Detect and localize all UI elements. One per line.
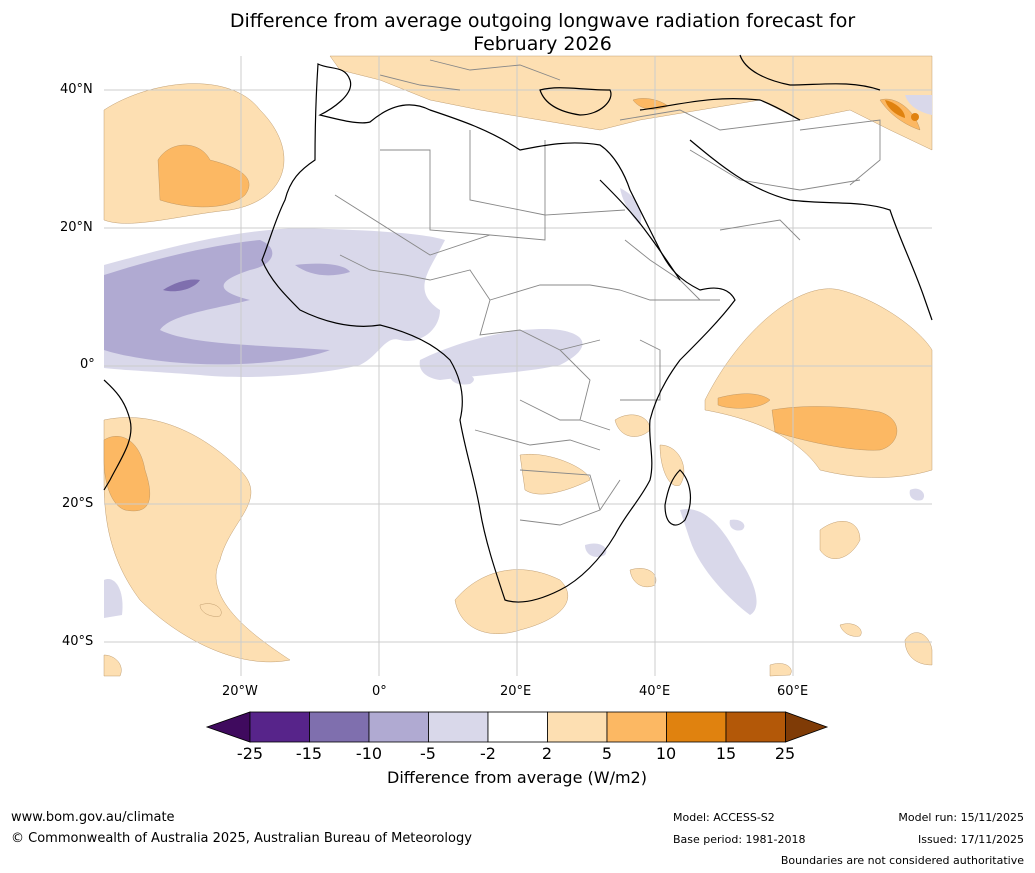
cb-tick-1: -15	[295, 744, 323, 763]
title-line-1: Difference from average outgoing longwav…	[229, 10, 856, 32]
colorbar-segment-9	[725, 711, 786, 743]
map-title: Difference from average outgoing longwav…	[0, 10, 1035, 56]
lon-label-0: 0°	[372, 684, 387, 699]
title-line-2: February 2026	[473, 33, 612, 55]
colorbar-extend-min	[205, 711, 251, 743]
lon-label-40e: 40°E	[639, 684, 671, 699]
colorbar-segment-4	[428, 711, 489, 743]
lon-label-60e: 60°E	[777, 684, 809, 699]
anomaly-map	[103, 54, 933, 677]
lat-label-40n: 40°N	[60, 82, 93, 97]
cb-tick-7: 10	[655, 744, 677, 763]
negative-anomaly-medium	[104, 240, 350, 365]
colorbar-title: Difference from average (W/m2)	[387, 768, 647, 787]
footer-website: www.bom.gov.au/climate	[11, 810, 175, 825]
colorbar-extend-max	[785, 711, 829, 743]
colorbar-segment-5	[487, 711, 548, 743]
lon-label-20w: 20°W	[222, 684, 258, 699]
lat-label-20n: 20°N	[60, 220, 93, 235]
positive-anomaly-medium	[103, 98, 921, 512]
country-borders	[334, 59, 881, 526]
colorbar-segment-8	[666, 711, 727, 743]
positive-anomaly-light	[103, 55, 933, 677]
footer-issued: Issued: 17/11/2025	[917, 833, 1024, 846]
footer-disclaimer: Boundaries are not considered authoritat…	[780, 854, 1024, 867]
cb-tick-4: -2	[480, 744, 496, 763]
colorbar-segment-3	[368, 711, 429, 743]
negative-anomaly-dark	[163, 279, 200, 292]
cb-tick-8: 15	[715, 744, 737, 763]
colorbar-segment-7	[606, 711, 667, 743]
cb-tick-0: -25	[236, 744, 264, 763]
cb-tick-9: 25	[774, 744, 796, 763]
cb-tick-2: -10	[355, 744, 383, 763]
footer-base-period: Base period: 1981-2018	[673, 833, 806, 846]
colorbar-segment-1	[249, 711, 310, 743]
positive-anomaly-dark	[885, 100, 919, 121]
lat-label-20s: 20°S	[62, 496, 94, 511]
lat-label-0: 0°	[80, 357, 95, 372]
cb-tick-6: 5	[601, 744, 613, 763]
cb-tick-3: -5	[420, 744, 436, 763]
coastlines	[103, 54, 933, 603]
colorbar-segment-2	[309, 711, 370, 743]
lon-label-20e: 20°E	[500, 684, 532, 699]
colorbar	[205, 711, 829, 743]
lat-label-40s: 40°S	[62, 634, 94, 649]
colorbar-segment-6	[547, 711, 608, 743]
footer-model-run: Model run: 15/11/2025	[898, 811, 1024, 824]
footer-copyright: © Commonwealth of Australia 2025, Austra…	[11, 831, 472, 846]
footer-model: Model: ACCESS-S2	[673, 811, 775, 824]
graticule	[104, 56, 932, 676]
cb-tick-5: 2	[541, 744, 553, 763]
